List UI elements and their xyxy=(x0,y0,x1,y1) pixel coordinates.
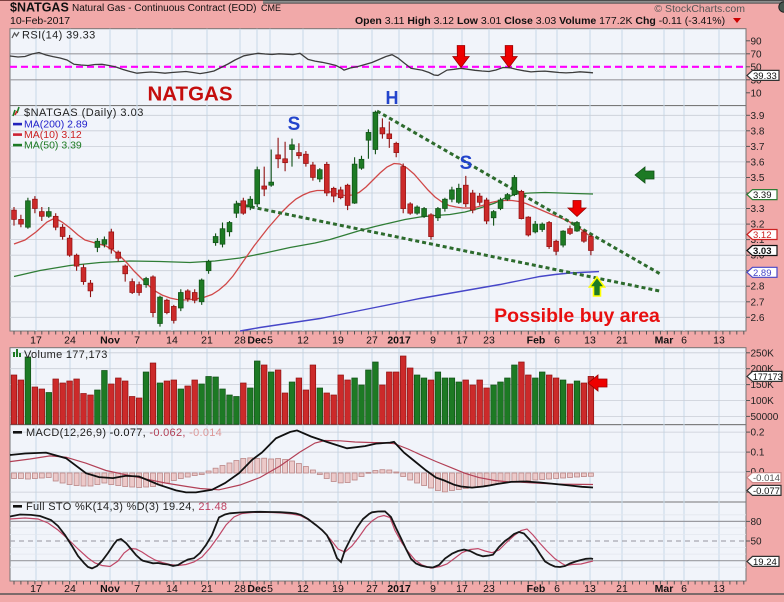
svg-text:177173: 177173 xyxy=(753,372,782,382)
svg-text:© StockCharts.com: © StockCharts.com xyxy=(654,3,745,15)
svg-text:13: 13 xyxy=(584,583,596,595)
svg-text:Dec: Dec xyxy=(247,583,266,595)
svg-text:24: 24 xyxy=(64,583,76,595)
svg-text:28: 28 xyxy=(234,583,246,595)
svg-text:21: 21 xyxy=(616,335,628,347)
svg-text:3.0: 3.0 xyxy=(751,251,765,262)
svg-text:2.8: 2.8 xyxy=(751,282,765,293)
svg-text:S: S xyxy=(288,114,301,135)
svg-text:21: 21 xyxy=(201,583,213,595)
svg-text:MACD(12,26,9) -0.077, -0.062,: MACD(12,26,9) -0.077, -0.062, -0.014 xyxy=(26,427,222,439)
svg-text:3.12: 3.12 xyxy=(753,230,772,241)
svg-text:50000: 50000 xyxy=(751,412,779,423)
svg-text:12: 12 xyxy=(297,335,309,347)
svg-text:13: 13 xyxy=(713,335,725,347)
svg-text:Feb: Feb xyxy=(527,583,546,595)
svg-text:6: 6 xyxy=(554,335,560,347)
svg-text:MA(200) 2.89: MA(200) 2.89 xyxy=(24,119,88,131)
svg-text:Mar: Mar xyxy=(655,583,674,595)
svg-text:27: 27 xyxy=(366,335,378,347)
svg-text:6: 6 xyxy=(554,583,560,595)
svg-text:2.89: 2.89 xyxy=(753,268,772,279)
svg-text:10-Feb-2017: 10-Feb-2017 xyxy=(10,15,70,27)
svg-text:50: 50 xyxy=(751,537,763,548)
svg-text:5: 5 xyxy=(267,583,273,595)
svg-text:Mar: Mar xyxy=(655,335,674,347)
svg-text:2017: 2017 xyxy=(387,335,411,347)
svg-text:Dec: Dec xyxy=(247,335,266,347)
svg-text:3.5: 3.5 xyxy=(751,173,765,184)
svg-text:28: 28 xyxy=(234,335,246,347)
svg-text:5: 5 xyxy=(267,335,273,347)
svg-text:13: 13 xyxy=(713,583,725,595)
svg-text:3.03: 3.03 xyxy=(753,246,772,257)
svg-text:100K: 100K xyxy=(751,396,775,407)
svg-text:21: 21 xyxy=(616,583,628,595)
svg-text:9: 9 xyxy=(430,583,436,595)
svg-text:14: 14 xyxy=(166,583,178,595)
svg-text:14: 14 xyxy=(166,335,178,347)
svg-text:3.6: 3.6 xyxy=(751,157,765,168)
svg-text:39.33: 39.33 xyxy=(753,71,777,82)
svg-text:3.7: 3.7 xyxy=(751,142,765,153)
svg-text:200K: 200K xyxy=(751,364,775,375)
svg-text:-0.077: -0.077 xyxy=(753,486,780,497)
svg-text:6: 6 xyxy=(681,335,687,347)
svg-text:17: 17 xyxy=(456,583,468,595)
svg-text:0.2: 0.2 xyxy=(751,428,765,439)
svg-text:3.3: 3.3 xyxy=(751,204,765,215)
svg-text:9: 9 xyxy=(430,335,436,347)
svg-text:23: 23 xyxy=(483,583,495,595)
svg-text:6: 6 xyxy=(681,583,687,595)
svg-text:17: 17 xyxy=(456,335,468,347)
svg-text:24: 24 xyxy=(64,335,76,347)
svg-text:H: H xyxy=(386,88,399,108)
svg-text:0.1: 0.1 xyxy=(751,448,765,459)
svg-text:17: 17 xyxy=(30,335,42,347)
svg-text:80: 80 xyxy=(751,517,763,528)
svg-text:MA(50) 3.39: MA(50) 3.39 xyxy=(24,140,82,152)
svg-text:70: 70 xyxy=(751,49,763,60)
svg-text:23: 23 xyxy=(483,335,495,347)
svg-text:MA(10) 3.12: MA(10) 3.12 xyxy=(24,129,82,141)
svg-text:21: 21 xyxy=(201,335,213,347)
svg-text:Feb: Feb xyxy=(527,335,546,347)
svg-text:$NATGAS (Daily) 3.03: $NATGAS (Daily) 3.03 xyxy=(24,107,144,119)
svg-text:Volume 177,173: Volume 177,173 xyxy=(24,349,108,361)
svg-text:S: S xyxy=(460,153,473,174)
svg-text:90: 90 xyxy=(751,36,763,47)
svg-text:17: 17 xyxy=(30,583,42,595)
svg-text:3.39: 3.39 xyxy=(753,190,772,201)
svg-text:-0.014: -0.014 xyxy=(753,473,780,484)
svg-text:19: 19 xyxy=(332,335,344,347)
svg-text:3.9: 3.9 xyxy=(751,111,765,122)
svg-text:19.24: 19.24 xyxy=(753,557,777,568)
svg-text:RSI(14) 39.33: RSI(14) 39.33 xyxy=(22,30,96,42)
svg-text:Possible buy area: Possible buy area xyxy=(494,305,660,327)
svg-text:10: 10 xyxy=(751,88,763,99)
svg-text:Nov: Nov xyxy=(100,335,120,347)
svg-text:CME: CME xyxy=(261,3,281,13)
svg-text:3.1: 3.1 xyxy=(751,235,765,246)
svg-text:2017: 2017 xyxy=(387,583,411,595)
svg-text:2.6: 2.6 xyxy=(751,313,765,324)
svg-text:NATGAS: NATGAS xyxy=(147,83,232,106)
svg-text:7: 7 xyxy=(134,583,140,595)
svg-text:13: 13 xyxy=(584,335,596,347)
svg-text:2.7: 2.7 xyxy=(751,297,765,308)
svg-text:Open 3.11 High 3.12 Low 3.01 C: Open 3.11 High 3.12 Low 3.01 Close 3.03 … xyxy=(355,15,725,27)
svg-text:50: 50 xyxy=(751,62,763,73)
svg-text:150K: 150K xyxy=(751,380,775,391)
svg-text:Nov: Nov xyxy=(100,583,120,595)
svg-text:27: 27 xyxy=(366,583,378,595)
svg-text:12: 12 xyxy=(297,583,309,595)
svg-text:3.8: 3.8 xyxy=(751,126,765,137)
svg-text:Natural Gas - Continuous Contr: Natural Gas - Continuous Contract (EOD) xyxy=(72,3,257,14)
svg-text:19: 19 xyxy=(332,583,344,595)
svg-text:$NATGAS: $NATGAS xyxy=(10,1,69,15)
svg-text:250K: 250K xyxy=(751,348,775,359)
svg-text:3.2: 3.2 xyxy=(751,220,765,231)
svg-text:Full STO %K(14,3) %D(3) 19.24,: Full STO %K(14,3) %D(3) 19.24, 21.48 xyxy=(26,501,227,513)
svg-text:7: 7 xyxy=(134,335,140,347)
